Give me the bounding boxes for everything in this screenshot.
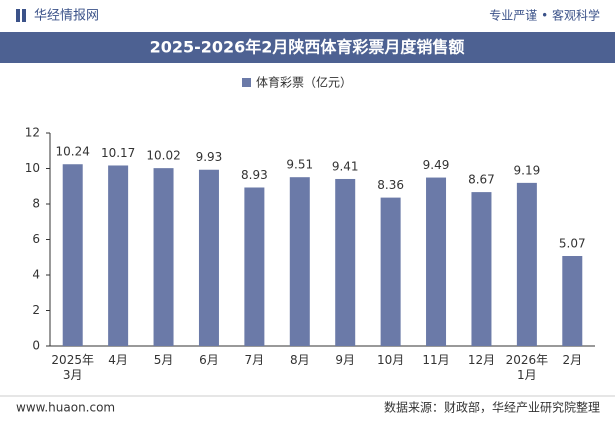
x-tick-label: 4月 <box>108 353 128 367</box>
bar <box>562 256 583 346</box>
footer-website: www.huaon.com <box>16 401 115 415</box>
x-tick-label: 9月 <box>335 353 356 367</box>
bar <box>516 182 537 346</box>
y-tick-label: 0 <box>32 339 40 353</box>
y-tick-label: 6 <box>32 232 40 246</box>
data-label: 10.17 <box>101 146 135 160</box>
bar <box>62 164 83 346</box>
title-band <box>0 32 615 63</box>
x-tick-label: 2月 <box>562 353 583 367</box>
bar <box>380 197 401 346</box>
data-label: 9.19 <box>514 163 541 177</box>
logo-icon <box>16 9 20 22</box>
x-tick-label: 2025年 3月 <box>51 353 94 382</box>
header-bar <box>0 0 615 31</box>
data-label: 9.49 <box>423 158 450 172</box>
bar <box>198 169 219 346</box>
footer-source: 数据来源：财政部，华经产业研究院整理 <box>384 400 600 415</box>
chart-title: 2025-2026年2月陕西体育彩票月度销售额 <box>150 38 465 57</box>
x-tick-label: 8月 <box>289 353 310 367</box>
data-label: 9.41 <box>332 159 359 173</box>
bar <box>153 168 174 346</box>
y-tick-label: 4 <box>32 268 40 282</box>
legend-swatch <box>242 78 251 87</box>
data-label: 9.51 <box>286 158 313 172</box>
data-label: 10.02 <box>146 149 180 163</box>
x-tick-label: 7月 <box>244 353 265 367</box>
slogan: 专业严谨 • 客观科学 <box>489 8 600 23</box>
bar <box>289 177 310 346</box>
bar <box>471 192 492 346</box>
x-tick-label: 2026年 1月 <box>505 353 549 382</box>
x-tick-label: 10月 <box>376 353 405 367</box>
data-label: 9.93 <box>196 150 223 164</box>
y-tick-label: 8 <box>32 197 40 211</box>
data-label: 8.93 <box>241 168 268 182</box>
bar <box>244 187 265 346</box>
bar <box>335 178 356 346</box>
data-label: 8.36 <box>377 178 404 192</box>
brand: 华经情报网 <box>34 9 99 24</box>
bar <box>108 165 129 346</box>
y-tick-label: 10 <box>25 161 40 175</box>
data-label: 5.07 <box>559 237 586 251</box>
x-tick-label: 11月 <box>422 353 450 367</box>
data-label: 10.24 <box>56 145 90 159</box>
bar <box>426 177 447 346</box>
y-tick-label: 2 <box>32 303 40 317</box>
x-tick-label: 5月 <box>153 353 174 367</box>
y-tick-label: 12 <box>25 126 40 140</box>
x-tick-label: 12月 <box>467 353 496 367</box>
data-label: 8.67 <box>468 173 495 187</box>
legend-label: 体育彩票（亿元） <box>256 75 352 90</box>
x-tick-label: 6月 <box>199 353 219 367</box>
logo-icon <box>22 9 26 22</box>
